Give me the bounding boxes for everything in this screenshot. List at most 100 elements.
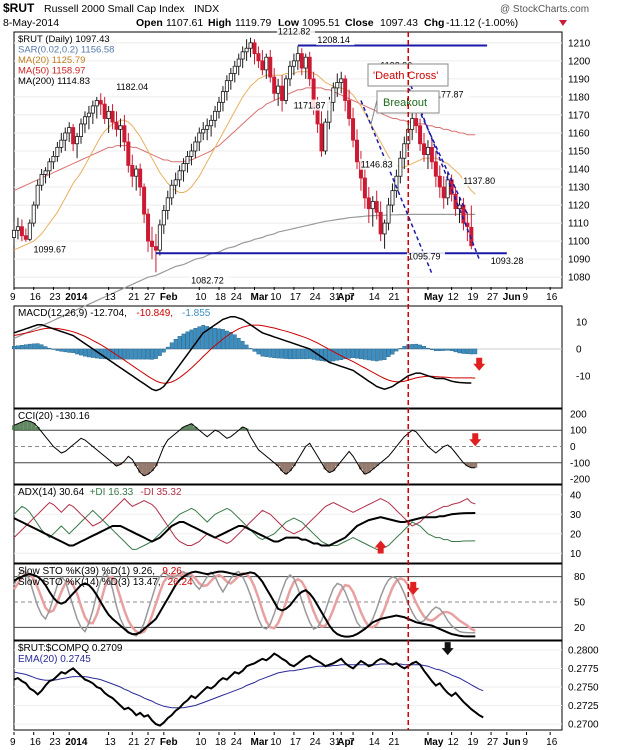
y-tick-label: 1210 [568, 38, 591, 49]
candle-body [386, 204, 391, 224]
candle-body [295, 53, 300, 62]
candle-body [59, 139, 64, 148]
candle-body [15, 226, 20, 231]
candle-body [390, 190, 395, 206]
candle-body [398, 157, 403, 177]
candle-body [217, 101, 222, 112]
cci-oversold-fill [138, 462, 143, 473]
cci-oversold-fill [142, 462, 147, 476]
y-tick-label: -200 [570, 475, 590, 486]
candle-body [122, 125, 127, 143]
candle-body [161, 210, 166, 226]
candle-body [86, 112, 91, 118]
candle-body [331, 87, 336, 103]
macd-histogram-bar [110, 348, 115, 360]
macd-histogram-bar [130, 348, 135, 360]
y-tick-label: 100 [570, 426, 587, 437]
x-tick-label: 12 [448, 737, 460, 748]
candle-body [209, 119, 214, 127]
macd-histogram-bar [173, 339, 178, 350]
candle-body [169, 184, 174, 199]
cci-oversold-fill [291, 462, 296, 467]
candle-body [354, 139, 359, 163]
cci-panel: CCI(20) -130.16 200 100 0 -100 -200 [12, 409, 590, 486]
macd-histogram-bar [47, 347, 52, 350]
adx-line [13, 512, 476, 547]
macd-histogram-bar [240, 340, 245, 350]
candle-body [114, 121, 119, 130]
signal-arrows [374, 357, 486, 656]
x-tick-label: 14 [369, 292, 381, 303]
candle-body [366, 197, 371, 210]
price-label-bg [115, 81, 154, 93]
candle-body [181, 163, 186, 172]
x-tick-label: 27 [144, 737, 156, 748]
price-label: 1171.87 [294, 101, 326, 111]
x-tick-label: 27 [487, 737, 499, 748]
panel-border [13, 484, 563, 564]
macd-histogram-bar [71, 348, 76, 353]
cci-overbought-fill [31, 422, 36, 431]
candle-body [146, 213, 151, 242]
macd-histogram-bar [264, 348, 269, 357]
macd-histogram-bar [23, 344, 28, 350]
x-tick-label: 24 [231, 737, 243, 748]
price-label-bg [359, 158, 398, 170]
y-tick-label: 0 [576, 344, 582, 355]
macd-line [13, 315, 472, 392]
price-label: 1182.04 [116, 82, 148, 92]
macd-histogram-bar [165, 346, 170, 350]
candle-body [173, 179, 178, 186]
candle-body [453, 193, 458, 210]
candle-body [303, 56, 308, 69]
price-label: 1099.67 [33, 245, 66, 255]
cci-overbought-fill [15, 423, 20, 431]
candle-body [272, 76, 277, 94]
candle-body [197, 132, 202, 143]
candle-body [106, 110, 111, 119]
plus-di-line [13, 505, 476, 550]
x-tick-label: 9 [10, 292, 16, 303]
channel-line [399, 69, 469, 215]
x-tick-label: 17 [290, 737, 302, 748]
x-tick-label: 7 [349, 737, 355, 748]
price-label: 1093.28 [491, 256, 524, 266]
x-tick-label: 10 [270, 292, 282, 303]
cci-oversold-fill [323, 462, 328, 470]
candle-body [43, 170, 48, 175]
macd-histogram-bar [157, 348, 162, 356]
cci-oversold-fill [280, 462, 285, 471]
x-tick-label: 23 [49, 292, 61, 303]
candle-body [79, 123, 84, 137]
candle-body [193, 141, 198, 152]
candle-body [335, 82, 340, 89]
price-label: 1208.14 [317, 35, 350, 45]
macd-histogram-bar [31, 343, 36, 350]
macd-histogram-bar [410, 344, 415, 350]
macd-histogram-bar [201, 325, 206, 350]
candle-body [110, 110, 115, 123]
x-tick-label: 18 [215, 292, 227, 303]
y-tick-label: 1170 [568, 110, 590, 121]
y-tick-label: 1100 [568, 237, 590, 248]
y-tick-label: 10 [570, 549, 582, 560]
macd-histogram-bar [102, 348, 107, 360]
macd-histogram-bar [299, 348, 304, 360]
x-tick-label: 18 [215, 737, 227, 748]
x-tick-label: 27 [144, 292, 156, 303]
candle-body [67, 127, 72, 134]
cci-overbought-fill [189, 423, 194, 431]
x-tick-label: 12 [448, 292, 460, 303]
candle-body [130, 165, 135, 177]
candle-body [323, 121, 328, 152]
candle-body [256, 53, 261, 62]
x-tick-label: 24 [310, 737, 322, 748]
macd-histogram-bar [303, 348, 308, 360]
x-tick-label: Jun [503, 737, 521, 748]
ma200-line [13, 213, 476, 340]
macd-histogram-bar [339, 348, 344, 360]
y-tick-label: 1090 [568, 255, 591, 266]
y-tick-label: 0.2750 [568, 682, 599, 693]
